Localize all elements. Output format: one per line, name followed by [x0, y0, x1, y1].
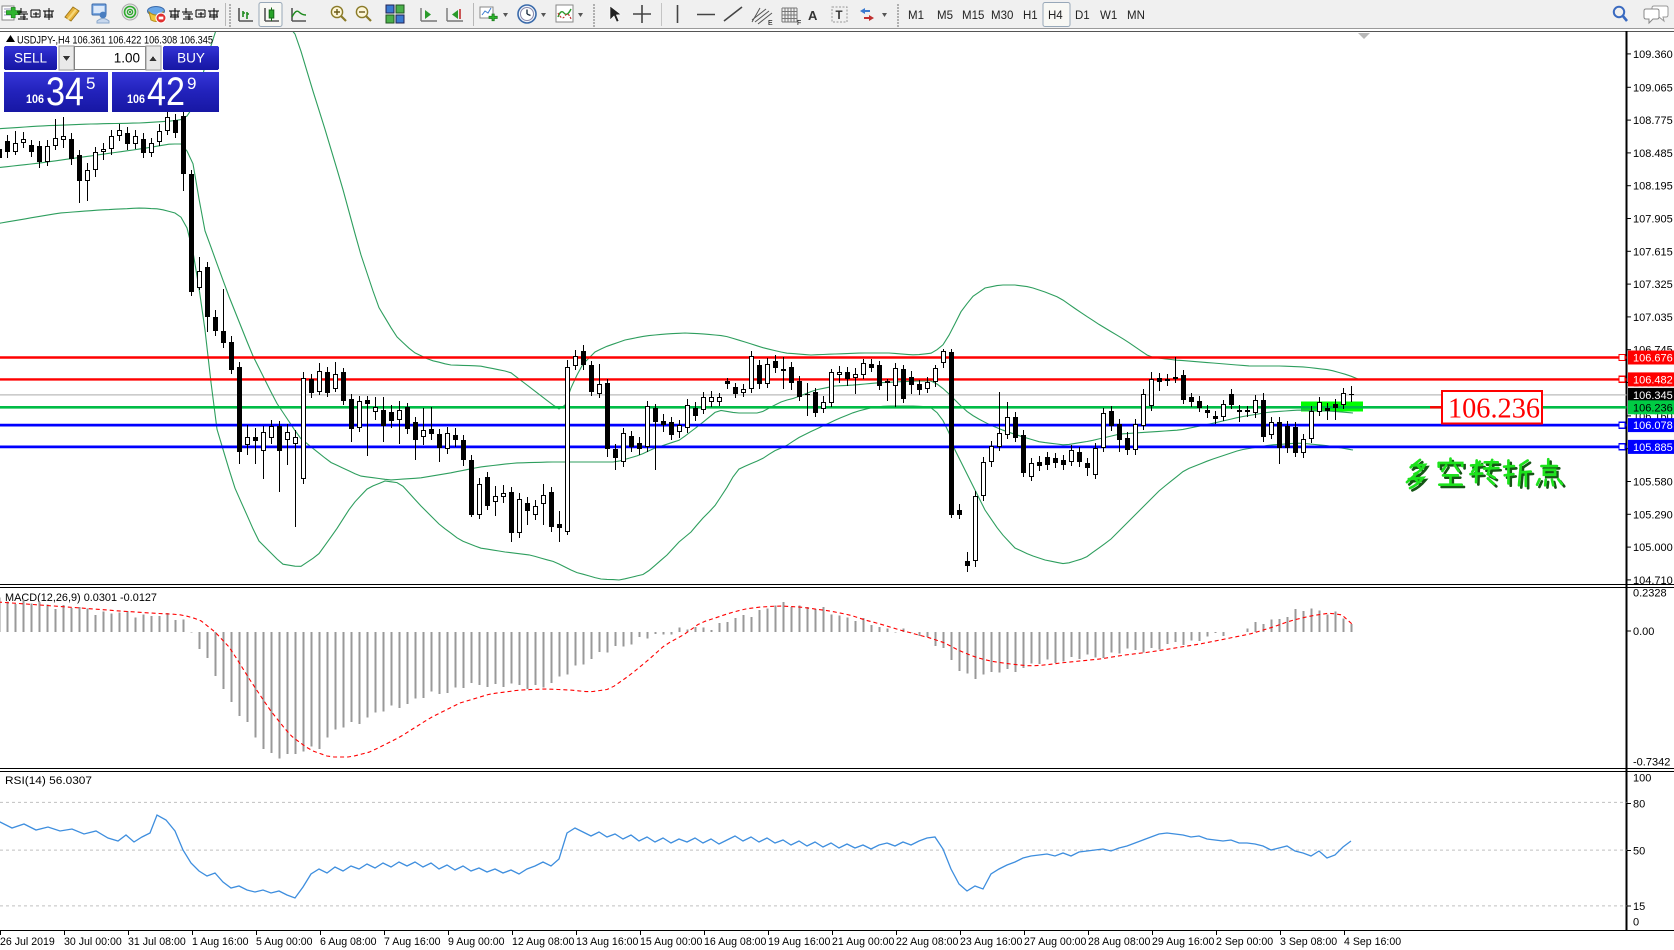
svg-text:SELL: SELL	[14, 51, 48, 66]
svg-text:5: 5	[86, 74, 95, 93]
svg-text:9: 9	[187, 74, 196, 93]
svg-text:USDJPY-,H4 106.361 106.422 10: USDJPY-,H4 106.361 106.422 106.308 106.3…	[17, 35, 213, 47]
svg-text:21 Aug 00:00: 21 Aug 00:00	[832, 936, 895, 948]
svg-text:100: 100	[1633, 773, 1651, 785]
svg-text:0.00: 0.00	[1633, 626, 1654, 638]
svg-text:106.078: 106.078	[1633, 420, 1673, 432]
svg-text:105.885: 105.885	[1633, 442, 1673, 454]
svg-text:105.290: 105.290	[1633, 509, 1673, 521]
svg-text:106.345: 106.345	[1633, 390, 1673, 402]
svg-text:2 Sep 00:00: 2 Sep 00:00	[1216, 936, 1273, 948]
svg-text:30 Jul 00:00: 30 Jul 00:00	[64, 936, 122, 948]
svg-text:-0.7342: -0.7342	[1633, 756, 1670, 768]
svg-text:9 Aug 00:00: 9 Aug 00:00	[448, 936, 505, 948]
svg-text:M1: M1	[908, 10, 924, 22]
svg-text:15: 15	[1633, 901, 1645, 913]
svg-text:29 Aug 16:00: 29 Aug 16:00	[1152, 936, 1215, 948]
svg-text:12 Aug 08:00: 12 Aug 08:00	[512, 936, 575, 948]
svg-text:MN: MN	[1127, 10, 1145, 22]
svg-text:23 Aug 16:00: 23 Aug 16:00	[960, 936, 1023, 948]
svg-text:15 Aug 00:00: 15 Aug 00:00	[640, 936, 703, 948]
svg-text:106: 106	[127, 92, 145, 106]
svg-text:19 Aug 16:00: 19 Aug 16:00	[768, 936, 831, 948]
svg-text:107.615: 107.615	[1633, 246, 1673, 258]
svg-text:0.2328: 0.2328	[1633, 587, 1667, 599]
svg-text:34: 34	[46, 70, 84, 114]
svg-text:105.580: 105.580	[1633, 477, 1673, 489]
svg-text:3 Sep 08:00: 3 Sep 08:00	[1280, 936, 1337, 948]
svg-text:22 Aug 08:00: 22 Aug 08:00	[896, 936, 959, 948]
svg-text:26 Jul 2019: 26 Jul 2019	[0, 936, 55, 948]
svg-text:H1: H1	[1023, 10, 1038, 22]
svg-text:107.035: 107.035	[1633, 312, 1673, 324]
svg-text:106.676: 106.676	[1633, 353, 1673, 365]
svg-text:W1: W1	[1100, 10, 1117, 22]
svg-text:109.360: 109.360	[1633, 49, 1673, 61]
svg-text:104.710: 104.710	[1633, 575, 1673, 587]
svg-text:F: F	[797, 20, 801, 27]
svg-text:0: 0	[1633, 917, 1639, 929]
svg-text:107.905: 107.905	[1633, 214, 1673, 226]
svg-text:108.195: 108.195	[1633, 181, 1673, 193]
svg-text:109.065: 109.065	[1633, 82, 1673, 94]
svg-text:T: T	[836, 10, 843, 22]
svg-text:16 Aug 08:00: 16 Aug 08:00	[704, 936, 767, 948]
svg-text:1 Aug 16:00: 1 Aug 16:00	[192, 936, 249, 948]
svg-text:5 Aug 00:00: 5 Aug 00:00	[256, 936, 313, 948]
svg-text:107.325: 107.325	[1633, 279, 1673, 291]
svg-text:108.775: 108.775	[1633, 115, 1673, 127]
svg-text:7 Aug 16:00: 7 Aug 16:00	[384, 936, 441, 948]
svg-text:H4: H4	[1048, 10, 1063, 22]
svg-text:M15: M15	[962, 10, 984, 22]
svg-text:50: 50	[1633, 846, 1645, 858]
svg-text:105.000: 105.000	[1633, 542, 1673, 554]
svg-text:BUY: BUY	[177, 51, 205, 66]
svg-text:M5: M5	[937, 10, 953, 22]
svg-text:27 Aug 00:00: 27 Aug 00:00	[1024, 936, 1087, 948]
svg-text:106.482: 106.482	[1633, 374, 1673, 386]
svg-text:31 Jul 08:00: 31 Jul 08:00	[128, 936, 186, 948]
svg-text:106.236: 106.236	[1448, 393, 1540, 425]
svg-text:28 Aug 08:00: 28 Aug 08:00	[1088, 936, 1151, 948]
svg-text:1.00: 1.00	[114, 51, 140, 66]
svg-text:RSI(14) 56.0307: RSI(14) 56.0307	[5, 775, 92, 787]
svg-text:M30: M30	[991, 10, 1013, 22]
svg-text:108.485: 108.485	[1633, 148, 1673, 160]
svg-text:4 Sep 16:00: 4 Sep 16:00	[1344, 936, 1401, 948]
svg-text:6 Aug 08:00: 6 Aug 08:00	[320, 936, 377, 948]
svg-text:106.236: 106.236	[1633, 402, 1673, 414]
svg-text:80: 80	[1633, 799, 1645, 811]
svg-text:D1: D1	[1075, 10, 1090, 22]
svg-text:E: E	[768, 20, 773, 27]
svg-text:13 Aug 16:00: 13 Aug 16:00	[576, 936, 639, 948]
svg-text:42: 42	[147, 70, 185, 114]
svg-text:106: 106	[26, 92, 44, 106]
svg-text:MACD(12,26,9) 0.0301 -0.0127: MACD(12,26,9) 0.0301 -0.0127	[5, 592, 157, 604]
svg-text:A: A	[808, 8, 818, 23]
